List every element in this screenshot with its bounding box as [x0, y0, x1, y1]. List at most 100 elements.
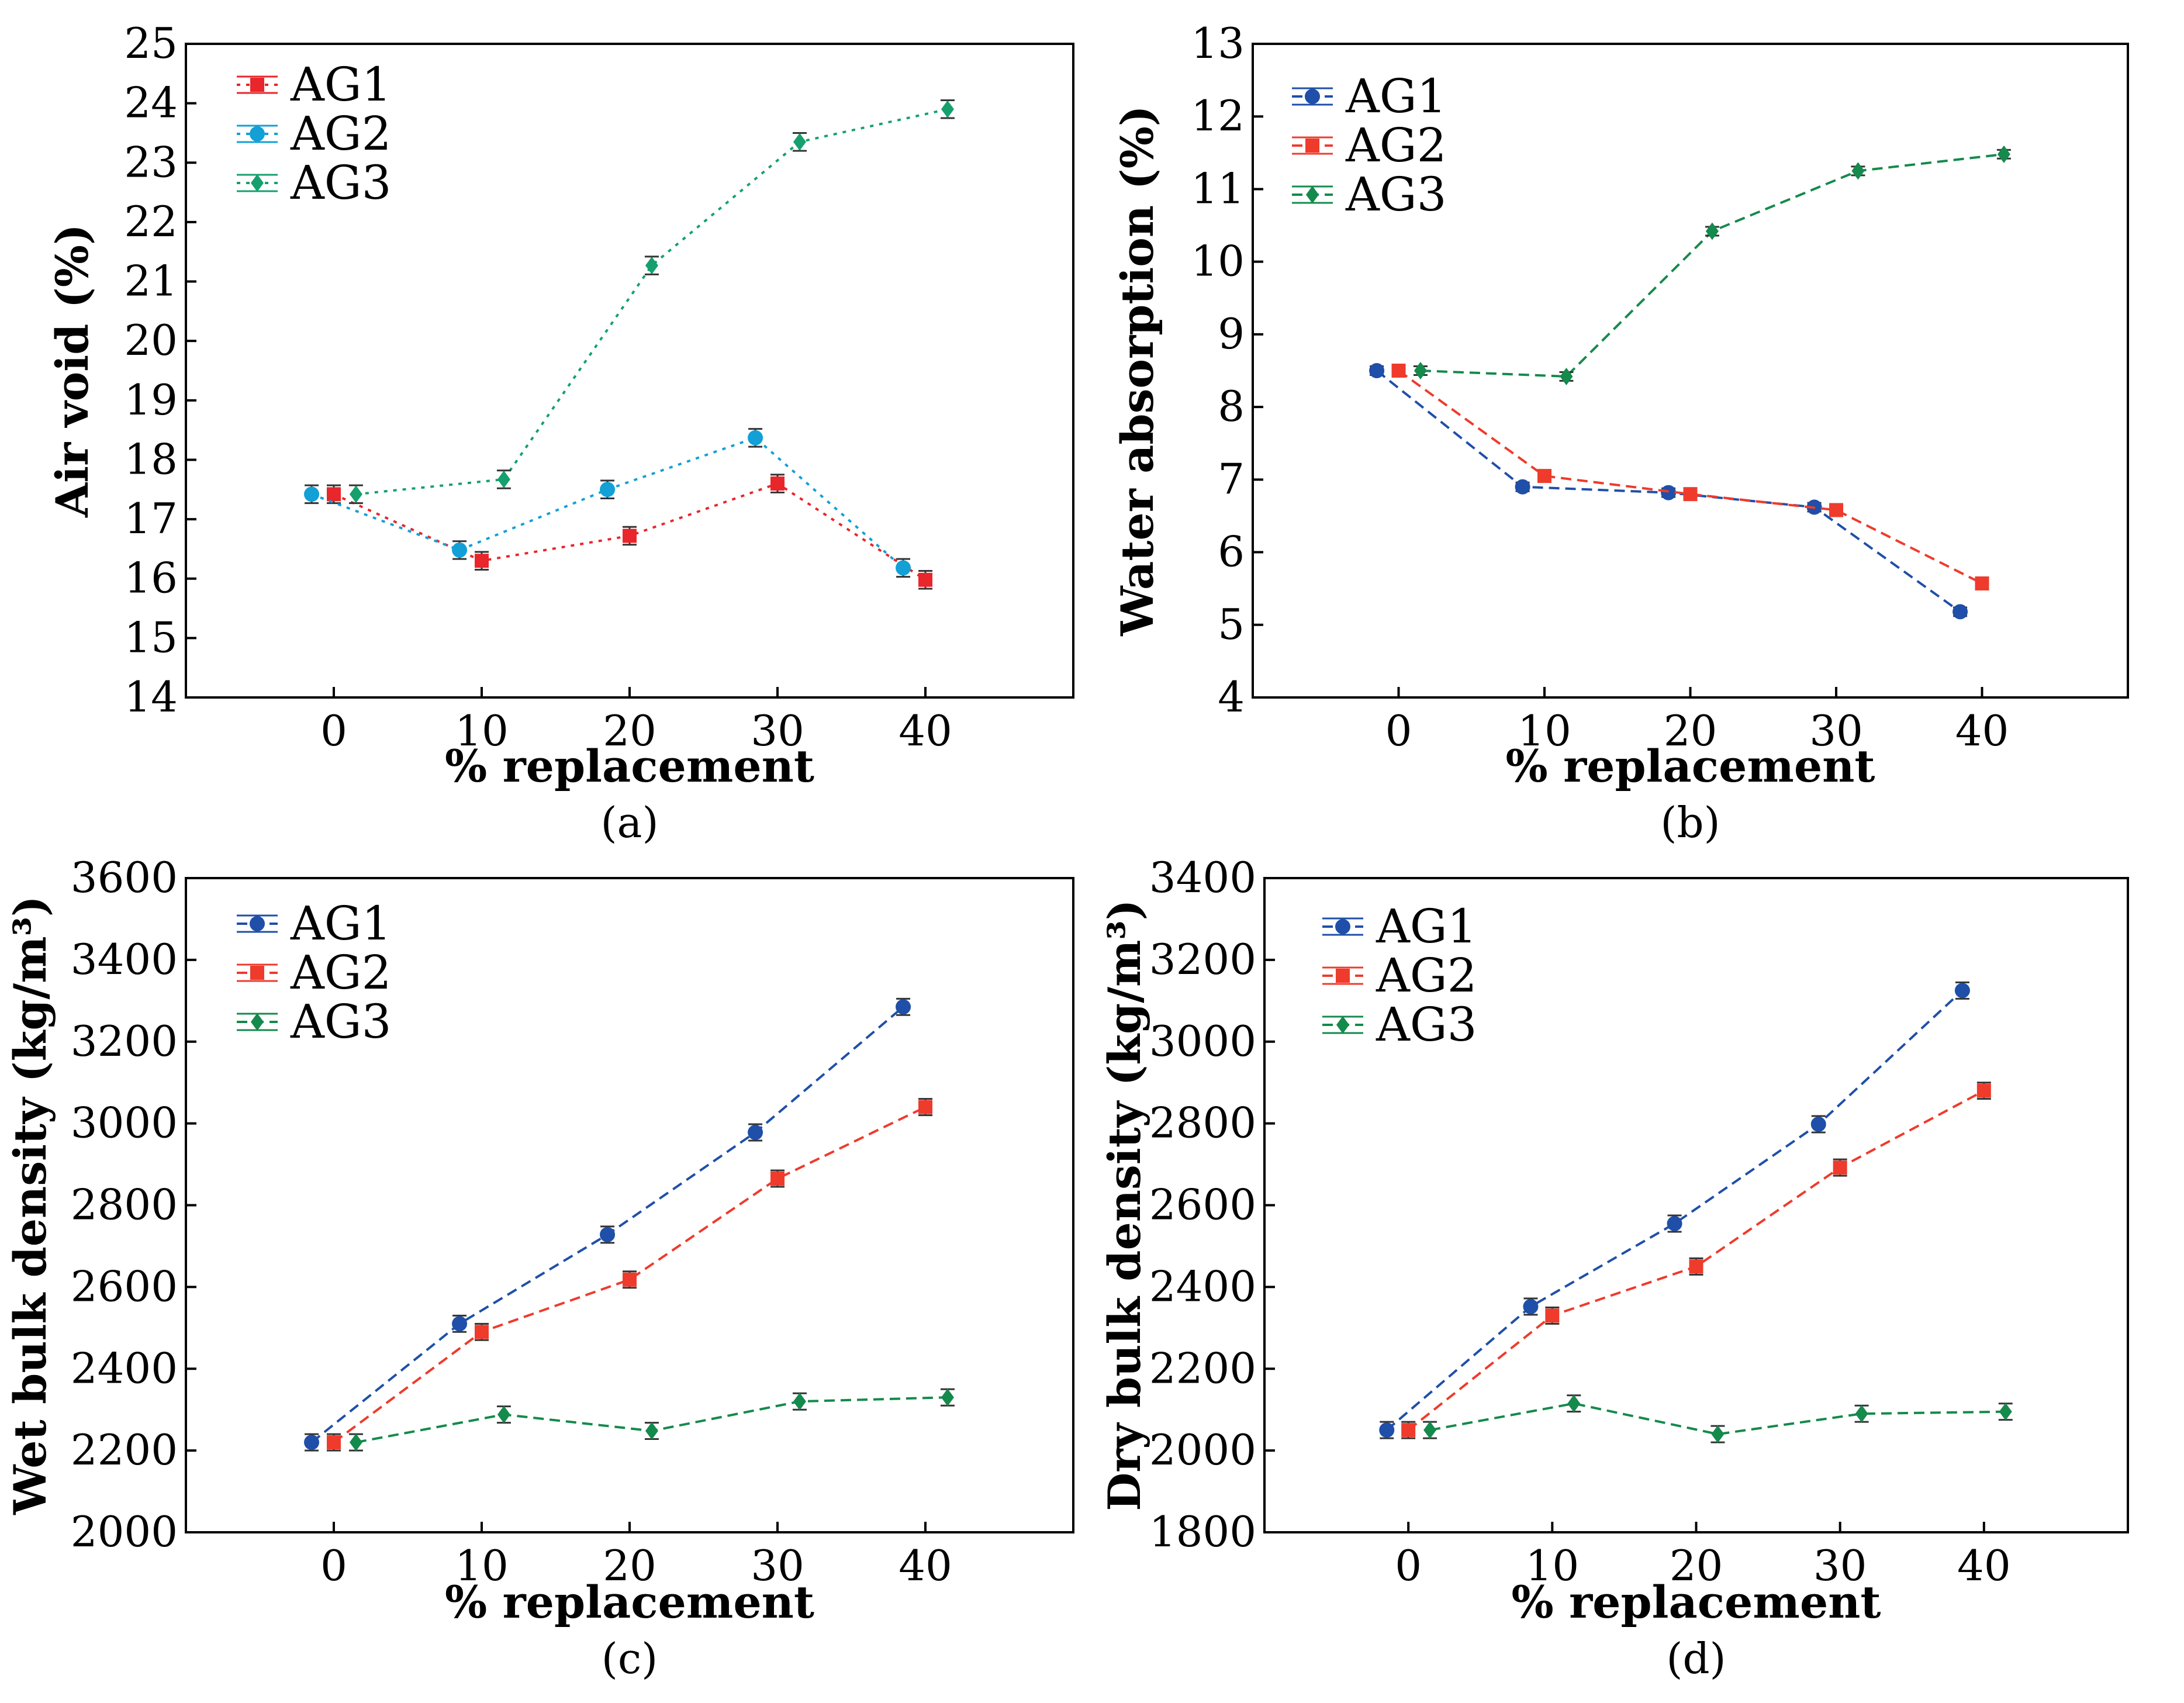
y-tick-label: 3600	[71, 853, 178, 902]
series-ag2	[1391, 364, 1989, 590]
series-line	[1398, 369, 1983, 585]
series-line	[333, 1106, 926, 1443]
data-point	[1391, 364, 1406, 378]
x-tick-label: 10	[1526, 1541, 1580, 1590]
y-tick-label: 8	[1218, 382, 1245, 431]
legend-label: AG1	[290, 57, 392, 112]
y-tick-label: 19	[124, 375, 178, 424]
legend-marker	[251, 174, 264, 192]
data-point	[497, 1405, 510, 1424]
y-tick-label: 23	[124, 137, 178, 186]
legend-marker	[1335, 919, 1350, 934]
x-tick-label: 0	[1385, 706, 1412, 755]
data-point	[1810, 1117, 1826, 1132]
data-point	[452, 1316, 468, 1332]
data-point	[1537, 469, 1551, 483]
x-tick-label: 20	[603, 706, 656, 755]
data-point	[1661, 485, 1677, 500]
y-tick-label: 25	[124, 19, 178, 68]
y-tick-label: 2400	[1149, 1262, 1256, 1311]
data-point	[1829, 503, 1843, 517]
series-line	[310, 1006, 904, 1443]
y-tick-label: 2200	[1149, 1343, 1256, 1393]
legend-marker	[250, 966, 264, 980]
series-ag3	[348, 1388, 955, 1452]
series-ag3	[348, 99, 955, 505]
data-point	[645, 1422, 658, 1440]
data-point	[1855, 1405, 1868, 1423]
y-tick-label: 12	[1191, 91, 1245, 140]
x-tick-label: 30	[1809, 706, 1863, 755]
data-point	[475, 1325, 489, 1339]
x-tick-label: 20	[1670, 1541, 1723, 1590]
data-point	[1523, 1298, 1539, 1314]
legend-label: AG3	[1376, 997, 1477, 1052]
data-point	[1379, 1422, 1395, 1438]
data-point	[896, 999, 911, 1015]
y-tick-label: 11	[1191, 164, 1245, 213]
data-point	[941, 1388, 954, 1407]
data-point	[770, 476, 785, 491]
y-tick-label: 14	[124, 672, 178, 721]
legend-label: AG3	[1345, 167, 1447, 222]
series-ag1	[304, 997, 911, 1452]
y-tick-label: 22	[124, 197, 178, 246]
x-axis-label: % replacement	[445, 740, 814, 792]
data-point	[304, 1435, 320, 1450]
x-tick-label: 20	[603, 1541, 656, 1590]
data-point	[1705, 222, 1719, 240]
legend-label: AG3	[290, 156, 392, 210]
y-tick-label: 2800	[71, 1180, 178, 1229]
x-tick-label: 0	[320, 706, 347, 755]
data-point	[1689, 1259, 1703, 1274]
data-point	[1999, 1403, 2012, 1421]
y-tick-label: 24	[124, 78, 178, 127]
y-tick-label: 6	[1218, 527, 1245, 576]
legend-marker	[1306, 186, 1319, 203]
x-tick-label: 20	[1664, 706, 1718, 755]
x-axis-label: % replacement	[445, 1576, 814, 1628]
data-point	[793, 1393, 806, 1411]
x-tick-label: 30	[751, 706, 804, 755]
data-point	[600, 482, 616, 498]
y-tick-label: 4	[1218, 672, 1245, 721]
x-axis-label: % replacement	[1511, 1576, 1881, 1628]
legend-marker	[251, 1013, 264, 1031]
data-point	[1567, 1394, 1581, 1412]
data-point	[349, 1433, 362, 1452]
y-tick-label: 1800	[1149, 1507, 1256, 1556]
y-tick-label: 2200	[71, 1425, 178, 1474]
data-point	[1833, 1160, 1847, 1175]
y-tick-label: 21	[124, 257, 178, 306]
legend-label: AG2	[290, 106, 392, 161]
x-tick-label: 40	[1955, 706, 2009, 755]
y-tick-label: 16	[124, 554, 178, 603]
chart-panel-c: 2000 2200 2400 2600 2800 3000 3200 3400 3600 0 10 2…	[4, 853, 1074, 1683]
legend-label: AG2	[1345, 118, 1447, 172]
x-tick-label: 0	[1395, 1541, 1422, 1590]
data-point	[645, 257, 658, 275]
data-point	[1711, 1425, 1725, 1443]
data-point	[349, 485, 362, 503]
y-tick-label: 3400	[1149, 853, 1256, 902]
y-tick-label: 7	[1218, 454, 1245, 503]
series-ag2	[327, 1098, 932, 1452]
y-tick-label: 13	[1191, 19, 1245, 68]
y-axis-label: Water absorption (%)	[1111, 105, 1163, 637]
series-ag3	[1413, 145, 2011, 385]
legend-marker	[1336, 969, 1350, 983]
series-line	[1385, 989, 1964, 1431]
series-ag3	[1423, 1394, 2013, 1443]
series-ag1	[327, 474, 932, 590]
y-axis-label: Dry bulk density (kg/m³)	[1098, 899, 1150, 1511]
data-point	[497, 470, 510, 488]
y-tick-label: 3400	[71, 935, 178, 984]
y-axis-label: Air void (%)	[46, 224, 98, 518]
legend-label: AG1	[1345, 69, 1447, 123]
x-tick-label: 0	[320, 1541, 347, 1590]
series-line	[355, 108, 948, 496]
